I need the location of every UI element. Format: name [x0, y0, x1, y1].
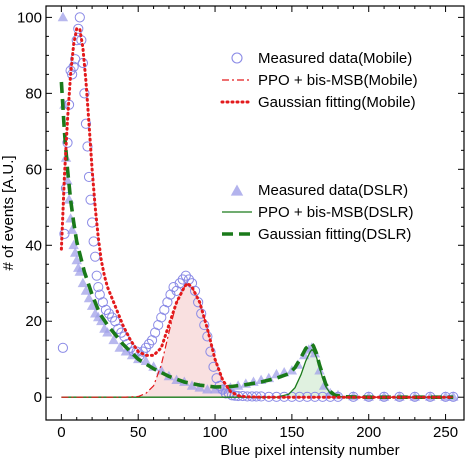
ticks-layer: 0 50 100 150 200 250 0 20 40 60 80 100: [17, 6, 464, 441]
plot-frame: [45, 5, 465, 421]
mobile-data-point: [153, 319, 164, 331]
mobile-data-point: [159, 304, 170, 315]
mobile-data-point: [220, 388, 231, 399]
dslr-data-point: [186, 380, 198, 390]
mobile-data-point: [82, 141, 93, 152]
mobile-data-point: [113, 323, 124, 334]
dslr-data-point: [66, 224, 78, 234]
x-tick-label: 250: [433, 424, 458, 441]
x-tick-label: 200: [356, 424, 381, 441]
x-tick-label: 150: [279, 424, 304, 441]
y-tick-label: 100: [17, 9, 42, 26]
y-axis-title: # of events [A.U.]: [0, 155, 17, 270]
x-tick-label: 0: [57, 424, 65, 441]
mobile-data-point: [83, 171, 95, 183]
mobile-data-point: [94, 289, 105, 300]
mobile-data-point: [208, 361, 219, 372]
dslr-data-point: [83, 293, 95, 303]
legend-label: PPO + bis-MSB(Mobile): [258, 72, 418, 89]
legend-label: Gaussian fitting(Mobile): [258, 94, 416, 111]
legend-swatch-circle: [231, 52, 243, 64]
dslr-data-point: [108, 334, 119, 345]
legend: Measured data(Mobile) PPO + bis-MSB(Mobil…: [220, 50, 418, 243]
dslr-data-point: [74, 266, 85, 276]
mobile-data-point: [59, 228, 70, 239]
legend-label: Measured data(DSLR): [258, 182, 408, 199]
mobile-data-point: [162, 297, 173, 308]
dslr-data-point: [80, 285, 92, 295]
mobile-data-point: [196, 308, 207, 319]
dslr-data-point: [71, 255, 82, 265]
y-tick-label: 20: [25, 313, 42, 330]
dslr-data-point: [70, 247, 81, 257]
mobile-data-point: [80, 118, 92, 129]
mobile-data-point: [103, 308, 115, 319]
mobile-data-point: [93, 281, 104, 293]
x-axis-title: Blue pixel intensity number: [220, 442, 399, 459]
mobile-data-point: [171, 285, 182, 296]
dslr-data-point: [140, 355, 152, 365]
dslr-data-point: [114, 342, 125, 352]
mobile-data-point: [146, 335, 158, 346]
mobile-data-point: [205, 346, 216, 357]
y-tick-label: 0: [34, 389, 42, 406]
x-tick-label: 100: [203, 424, 228, 441]
y-tick-label: 60: [25, 161, 42, 178]
dslr-data-point: [120, 346, 132, 356]
mobile-data-point: [73, 23, 84, 34]
legend-label: Gaussian fitting(DSLR): [258, 226, 411, 243]
mobile-data-point: [168, 281, 179, 293]
mobile-data-point: [150, 327, 161, 338]
mobile-data-point: [156, 312, 167, 323]
y-tick-label: 40: [25, 237, 42, 254]
series-line: [59, 27, 455, 399]
dslr-data-point: [217, 384, 228, 394]
mobile-data-point: [88, 236, 99, 247]
y-tick-label: 80: [25, 85, 42, 102]
dslr-data-point: [202, 384, 213, 394]
mobile-data-point: [100, 304, 112, 315]
legend-label: Measured data(Mobile): [258, 50, 412, 67]
lines-layer: [59, 27, 455, 399]
mobile-data-point: [180, 270, 191, 281]
mobile-data-point: [116, 327, 127, 338]
dslr-data-point: [68, 239, 79, 250]
mobile-data-point: [91, 270, 102, 281]
mobile-data-point: [119, 331, 130, 342]
dslr-data-point: [57, 11, 69, 22]
mobile-data-point: [90, 251, 101, 262]
mobile-data-point: [217, 384, 228, 395]
mobile-data-point: [74, 12, 85, 23]
legend-swatch-triangle: [230, 184, 244, 196]
mobile-data-point: [177, 274, 188, 285]
mobile-data-point: [174, 278, 185, 289]
mobile-data-point: [189, 285, 201, 296]
mobile-data-point: [97, 297, 108, 308]
series-line: [59, 81, 454, 399]
mobile-data-point: [68, 61, 79, 72]
dslr-data-point: [102, 327, 113, 337]
mobile-data-point: [140, 342, 151, 353]
dslr-data-point: [86, 300, 98, 310]
mobile-data-point: [226, 390, 238, 401]
mobile-data-point: [57, 342, 69, 353]
dslr-data-point: [77, 277, 89, 288]
legend-label: PPO + bis-MSB(DSLR): [258, 204, 413, 221]
mobile-data-point: [143, 338, 155, 350]
mobile-data-point: [79, 88, 90, 99]
dslr-data-point: [209, 384, 221, 394]
mobile-data-point: [165, 289, 176, 300]
mobile-data-point: [106, 312, 118, 323]
x-tick-label: 50: [130, 424, 147, 441]
